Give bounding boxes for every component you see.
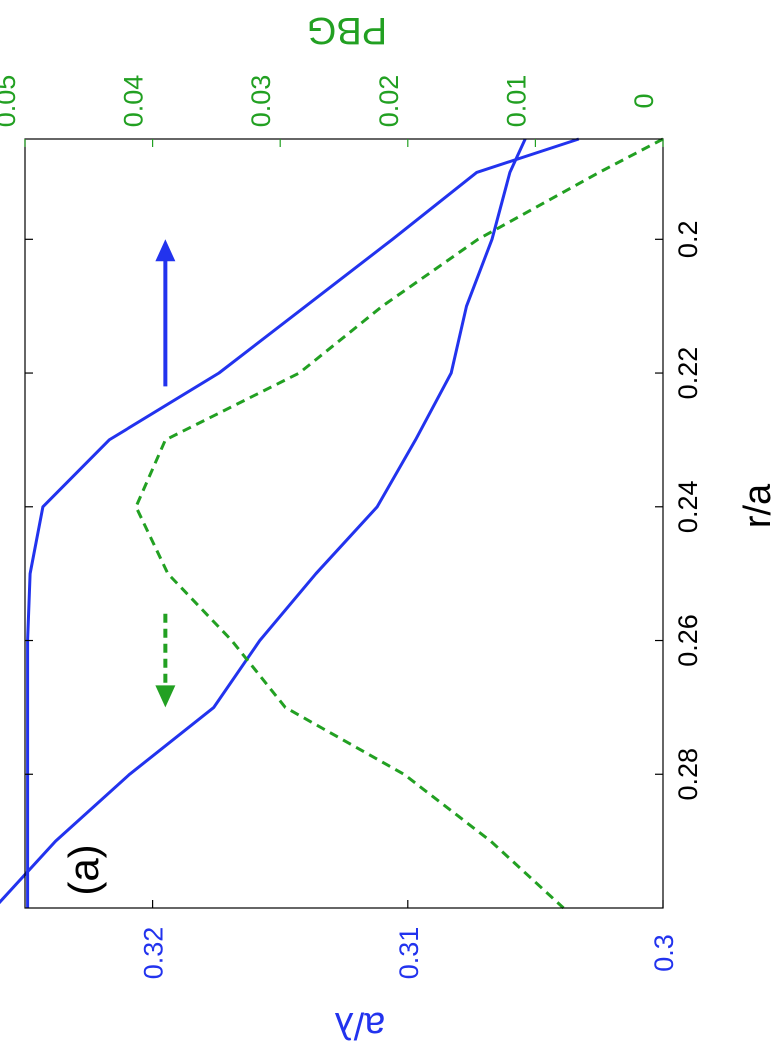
- pbg-series-line: [134, 137, 664, 910]
- right-y-axis: 0 0.01 0.02 0.03 0.04 0.05: [0, 75, 664, 147]
- y-right-tick-label: 0.03: [246, 75, 276, 128]
- x-tick-label: 0.2: [673, 221, 703, 259]
- y-right-tick-label: 0.02: [374, 75, 404, 128]
- right-y-axis-label: PBG: [307, 9, 387, 51]
- panel-label: (a): [60, 844, 107, 895]
- y-left-tick-label: 0.32: [139, 927, 169, 980]
- x-axis: 0.2 0.22 0.24 0.26 0.28: [25, 221, 703, 801]
- y-left-tick-label: 0.3: [649, 934, 679, 972]
- arrow-head: [155, 239, 176, 262]
- y-right-tick-label: 0: [629, 93, 659, 108]
- left-y-axis: 0.3 0.31 0.32: [139, 900, 679, 979]
- x-axis-label: r/a: [737, 483, 777, 528]
- x-tick-label: 0.26: [673, 614, 703, 667]
- arrow-group: [155, 239, 176, 708]
- plot-frame: [24, 138, 664, 909]
- x-tick-label: 0.24: [673, 481, 703, 534]
- y-right-tick-label: 0.01: [501, 75, 531, 128]
- y-right-tick-label: 0.05: [0, 75, 21, 128]
- series-group: [0, 137, 664, 910]
- x-tick-label: 0.28: [673, 748, 703, 801]
- left-y-axis-label: a/λ: [335, 1004, 386, 1046]
- frequency-series-line: [0, 138, 527, 905]
- y-left-tick-label: 0.31: [394, 927, 424, 980]
- x-tick-label: 0.22: [673, 347, 703, 400]
- y-right-tick-label: 0.04: [119, 75, 149, 128]
- arrow-head: [155, 685, 176, 708]
